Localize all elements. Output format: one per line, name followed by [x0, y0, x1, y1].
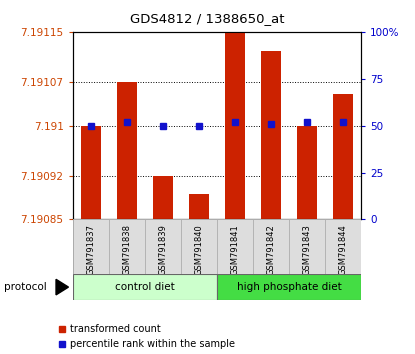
Bar [261, 51, 281, 219]
Polygon shape [56, 279, 68, 295]
FancyBboxPatch shape [145, 219, 181, 274]
FancyBboxPatch shape [181, 219, 217, 274]
FancyBboxPatch shape [109, 219, 145, 274]
Text: GDS4812 / 1388650_at: GDS4812 / 1388650_at [130, 12, 285, 25]
Bar [225, 32, 245, 219]
Text: GSM791839: GSM791839 [158, 224, 167, 275]
FancyBboxPatch shape [325, 219, 361, 274]
Bar [117, 82, 137, 219]
FancyBboxPatch shape [217, 274, 361, 300]
Text: GSM791843: GSM791843 [303, 224, 312, 275]
Text: control diet: control diet [115, 282, 175, 292]
Text: GSM791838: GSM791838 [122, 224, 131, 275]
Text: GSM791837: GSM791837 [86, 224, 95, 275]
Text: GSM791842: GSM791842 [266, 224, 276, 275]
FancyBboxPatch shape [289, 219, 325, 274]
Text: GSM791841: GSM791841 [230, 224, 239, 275]
Text: GSM791844: GSM791844 [339, 224, 347, 275]
FancyBboxPatch shape [73, 219, 109, 274]
FancyBboxPatch shape [73, 274, 217, 300]
Text: protocol: protocol [4, 282, 47, 292]
Bar [189, 194, 209, 219]
FancyBboxPatch shape [73, 219, 361, 274]
FancyBboxPatch shape [253, 219, 289, 274]
Bar [333, 95, 353, 219]
Bar [153, 176, 173, 219]
Bar [81, 126, 100, 219]
Legend: transformed count, percentile rank within the sample: transformed count, percentile rank withi… [59, 324, 234, 349]
Text: GSM791840: GSM791840 [194, 224, 203, 275]
Text: high phosphate diet: high phosphate diet [237, 282, 341, 292]
Bar [297, 126, 317, 219]
FancyBboxPatch shape [217, 219, 253, 274]
